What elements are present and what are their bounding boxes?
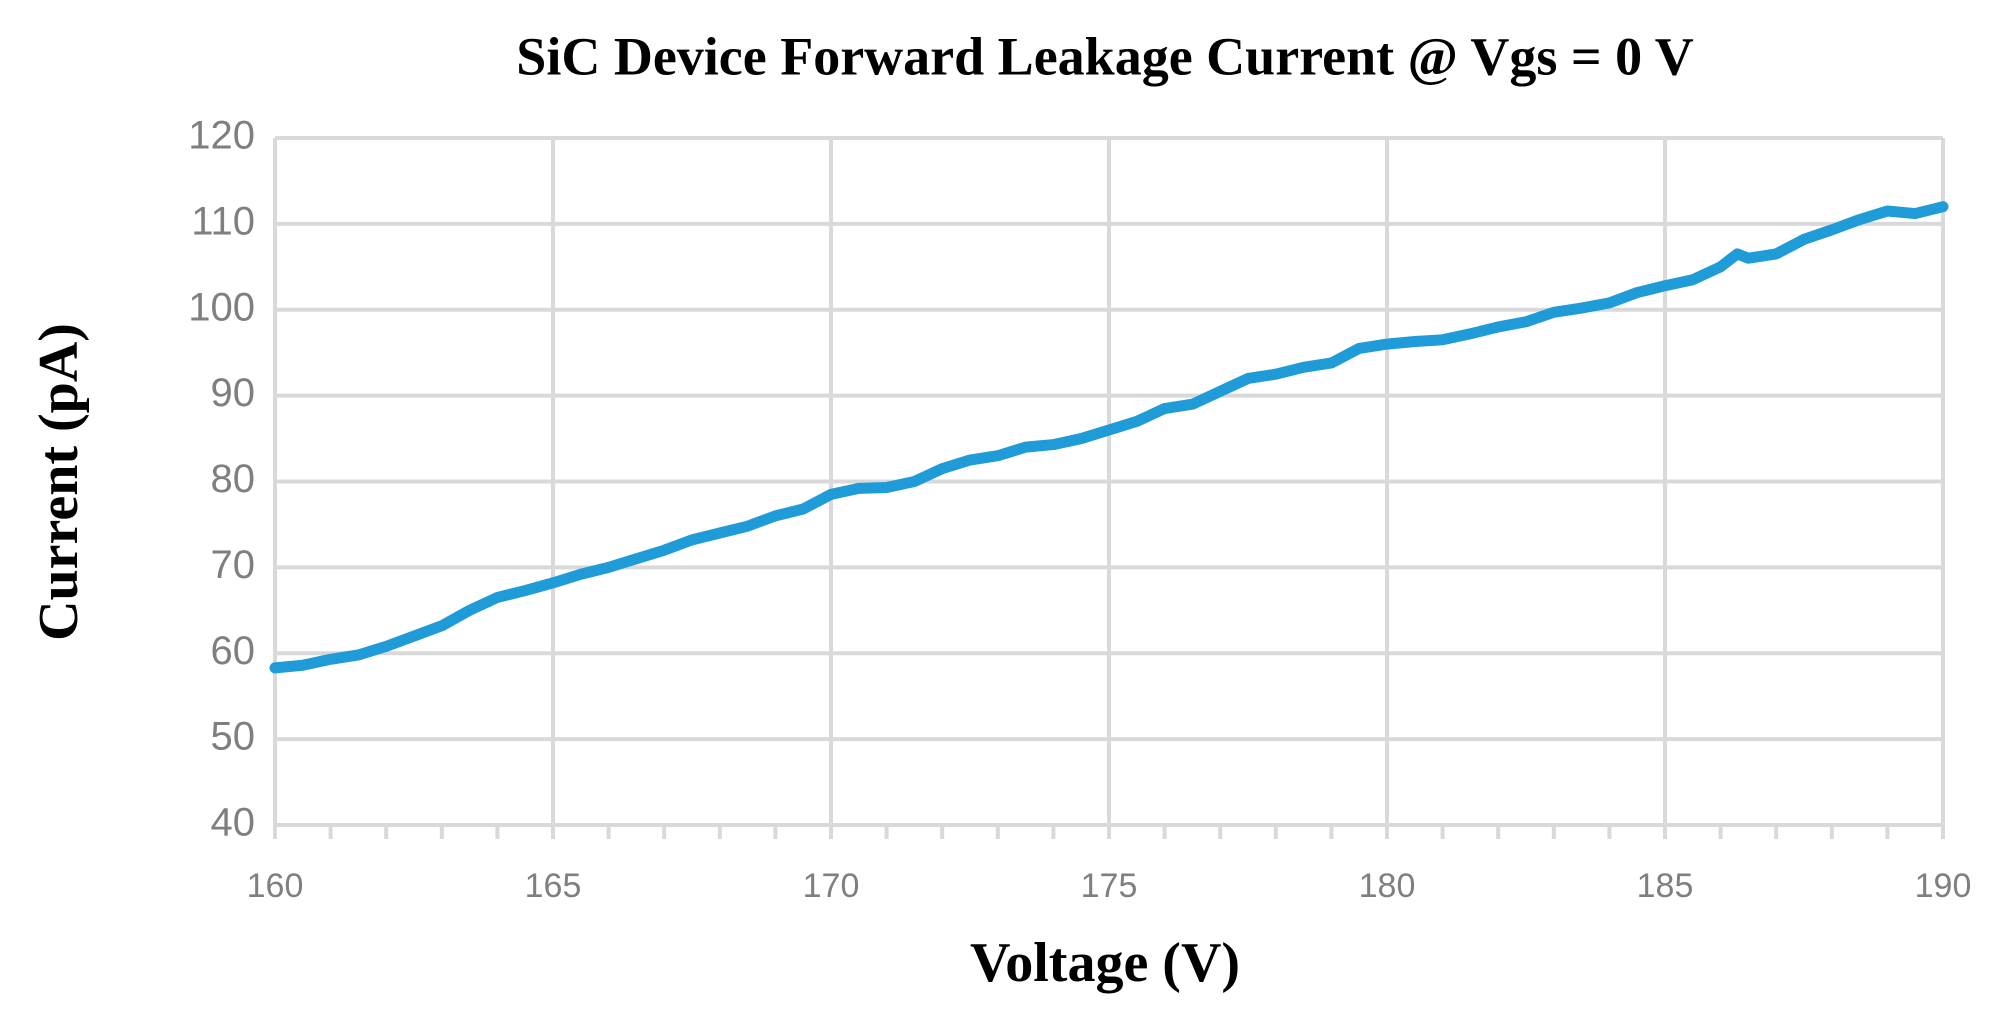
x-tick-label: 170 [803, 867, 860, 905]
x-tick-label: 160 [247, 867, 304, 905]
x-tick-label: 165 [525, 867, 582, 905]
x-tick-label: 185 [1637, 867, 1694, 905]
y-tick-label: 100 [188, 285, 255, 329]
x-tick-label: 190 [1915, 867, 1972, 905]
y-tick-label: 70 [211, 543, 256, 587]
y-tick-label: 50 [211, 715, 256, 759]
y-tick-label: 120 [188, 114, 255, 158]
data-line [269, 201, 1949, 674]
y-tick-label: 40 [211, 801, 256, 845]
x-axis-label: Voltage (V) [970, 932, 1240, 994]
y-tick-label: 80 [211, 457, 256, 501]
y-tick-label: 60 [211, 629, 256, 673]
y-axis-label: Current (pA) [28, 323, 90, 641]
x-tick-label: 180 [1359, 867, 1416, 905]
y-tick-label: 90 [211, 371, 256, 415]
x-tick-label: 175 [1081, 867, 1138, 905]
y-tick-label: 110 [191, 199, 255, 243]
chart-title: SiC Device Forward Leakage Current @ Vgs… [516, 26, 1693, 86]
